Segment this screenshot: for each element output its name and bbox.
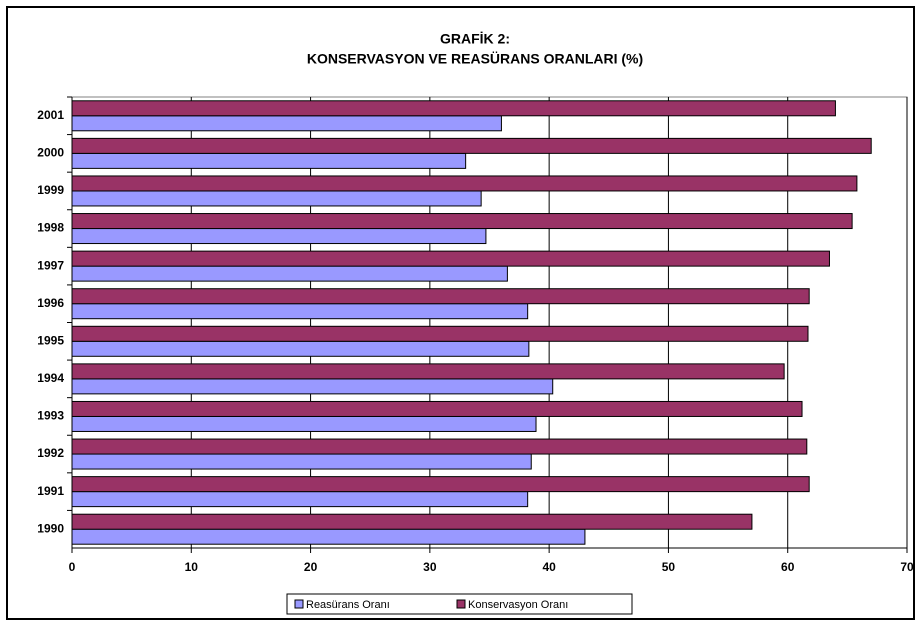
x-tick-label: 60 [781, 560, 795, 574]
x-tick-label: 40 [542, 560, 556, 574]
bar [71, 303, 529, 320]
bar [71, 228, 487, 245]
bar [71, 438, 808, 455]
y-tick-label: 2000 [37, 146, 64, 160]
bar [71, 152, 467, 169]
plot-area [71, 96, 908, 549]
bar [71, 400, 803, 417]
y-tick-label: 1997 [37, 258, 64, 272]
bar [71, 513, 753, 530]
chart-title: KONSERVASYON VE REASÜRANS ORANLARI (%) [307, 51, 643, 67]
x-tick-label: 10 [185, 560, 199, 574]
bar [71, 453, 532, 470]
legend-label: Konservasyon Oranı [468, 599, 568, 611]
y-tick-label: 1993 [37, 409, 64, 423]
x-tick-label: 50 [662, 560, 676, 574]
y-tick-label: 1992 [37, 446, 64, 460]
legend-label: Reasürans Oranı [306, 599, 390, 611]
bar [71, 363, 785, 380]
y-tick-label: 1991 [37, 484, 64, 498]
bar [71, 115, 502, 132]
bar [71, 378, 554, 395]
x-tick-label: 70 [900, 560, 914, 574]
bar [71, 100, 836, 117]
bar [71, 250, 830, 267]
bar [71, 137, 872, 154]
x-tick-label: 0 [69, 560, 76, 574]
y-tick-label: 1998 [37, 221, 64, 235]
y-tick-label: 1990 [37, 521, 64, 535]
bar [71, 476, 810, 493]
bar [71, 340, 530, 357]
bar [71, 491, 529, 508]
bar [71, 325, 809, 342]
bar [71, 175, 858, 192]
x-tick-label: 20 [304, 560, 318, 574]
y-tick-label: 2001 [37, 108, 64, 122]
legend-swatch [456, 599, 466, 609]
chart-title: GRAFİK 2: [440, 31, 510, 47]
y-tick-label: 1994 [37, 371, 64, 385]
bar [71, 288, 810, 305]
legend-swatch [294, 599, 304, 609]
bar [71, 415, 537, 432]
bar [71, 213, 853, 230]
bar [71, 528, 586, 545]
y-tick-label: 1999 [37, 183, 64, 197]
bar [71, 190, 482, 207]
x-tick-label: 30 [423, 560, 437, 574]
y-tick-label: 1995 [37, 333, 64, 347]
y-tick-label: 1996 [37, 296, 64, 310]
bar [71, 265, 508, 282]
